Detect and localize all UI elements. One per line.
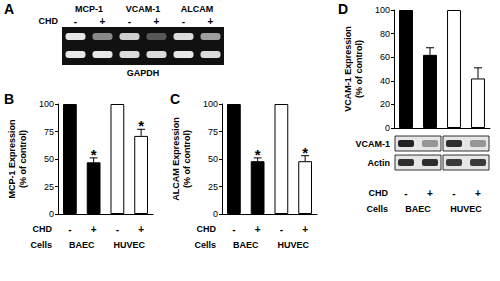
svg-text:*: * xyxy=(91,146,97,163)
svg-text:100: 100 xyxy=(203,99,218,109)
svg-text:80: 80 xyxy=(380,29,390,39)
svg-text:0: 0 xyxy=(49,209,54,219)
svg-text:-: - xyxy=(74,16,77,27)
svg-text:ALCAM Expression: ALCAM Expression xyxy=(171,117,181,201)
svg-text:0: 0 xyxy=(213,209,218,219)
svg-text:+: + xyxy=(138,224,144,235)
svg-text:+: + xyxy=(154,16,160,27)
svg-text:+: + xyxy=(427,188,433,199)
svg-text:Actin: Actin xyxy=(368,158,391,168)
svg-text:25: 25 xyxy=(44,182,54,192)
svg-text:-: - xyxy=(232,224,235,235)
svg-text:B: B xyxy=(4,91,14,107)
svg-text:50: 50 xyxy=(44,154,54,164)
svg-text:75: 75 xyxy=(44,127,54,137)
svg-text:100: 100 xyxy=(39,99,54,109)
svg-text:-: - xyxy=(68,224,71,235)
svg-text:0: 0 xyxy=(385,123,390,133)
svg-text:VCAM-1: VCAM-1 xyxy=(355,139,390,149)
svg-text:*: * xyxy=(302,144,308,161)
svg-text:(% of control): (% of control) xyxy=(182,130,192,188)
svg-text:Cells: Cells xyxy=(366,204,388,214)
svg-text:+: + xyxy=(208,16,214,27)
svg-text:-: - xyxy=(280,224,283,235)
svg-text:25: 25 xyxy=(208,182,218,192)
svg-text:*: * xyxy=(138,117,144,134)
svg-text:VCAM-1: VCAM-1 xyxy=(126,4,161,14)
svg-text:20: 20 xyxy=(380,99,390,109)
svg-text:HUVEC: HUVEC xyxy=(450,204,482,214)
svg-text:A: A xyxy=(4,1,14,17)
svg-text:C: C xyxy=(170,91,180,107)
svg-text:75: 75 xyxy=(208,127,218,137)
svg-text:+: + xyxy=(302,224,308,235)
svg-text:BAEC: BAEC xyxy=(233,240,259,250)
svg-text:HUVEC: HUVEC xyxy=(113,240,145,250)
svg-text:CHD: CHD xyxy=(33,224,53,234)
svg-text:MCP-1 Expression: MCP-1 Expression xyxy=(7,119,17,198)
svg-text:GAPDH: GAPDH xyxy=(127,68,160,78)
svg-text:+: + xyxy=(475,188,481,199)
svg-text:HUVEC: HUVEC xyxy=(277,240,309,250)
svg-text:D: D xyxy=(338,1,348,17)
svg-text:+: + xyxy=(91,224,97,235)
svg-text:-: - xyxy=(182,16,185,27)
svg-text:CHD: CHD xyxy=(197,224,217,234)
svg-text:-: - xyxy=(128,16,131,27)
svg-text:Cells: Cells xyxy=(194,240,216,250)
svg-text:Cells: Cells xyxy=(30,240,52,250)
svg-text:100: 100 xyxy=(375,5,390,15)
svg-text:+: + xyxy=(255,224,261,235)
svg-text:*: * xyxy=(255,146,261,163)
svg-text:CHD: CHD xyxy=(39,16,59,26)
svg-text:ALCAM: ALCAM xyxy=(181,4,214,14)
svg-text:-: - xyxy=(116,224,119,235)
svg-text:BAEC: BAEC xyxy=(405,204,431,214)
svg-text:(% of control): (% of control) xyxy=(354,40,364,98)
svg-text:VCAM-1 Expression: VCAM-1 Expression xyxy=(343,26,353,112)
svg-text:+: + xyxy=(100,16,106,27)
svg-text:50: 50 xyxy=(208,154,218,164)
svg-text:BAEC: BAEC xyxy=(69,240,95,250)
svg-text:60: 60 xyxy=(380,52,390,62)
svg-text:(% of control): (% of control) xyxy=(18,130,28,188)
svg-text:40: 40 xyxy=(380,76,390,86)
svg-text:-: - xyxy=(404,188,407,199)
svg-text:-: - xyxy=(452,188,455,199)
svg-text:CHD: CHD xyxy=(369,188,389,198)
svg-text:MCP-1: MCP-1 xyxy=(75,4,103,14)
